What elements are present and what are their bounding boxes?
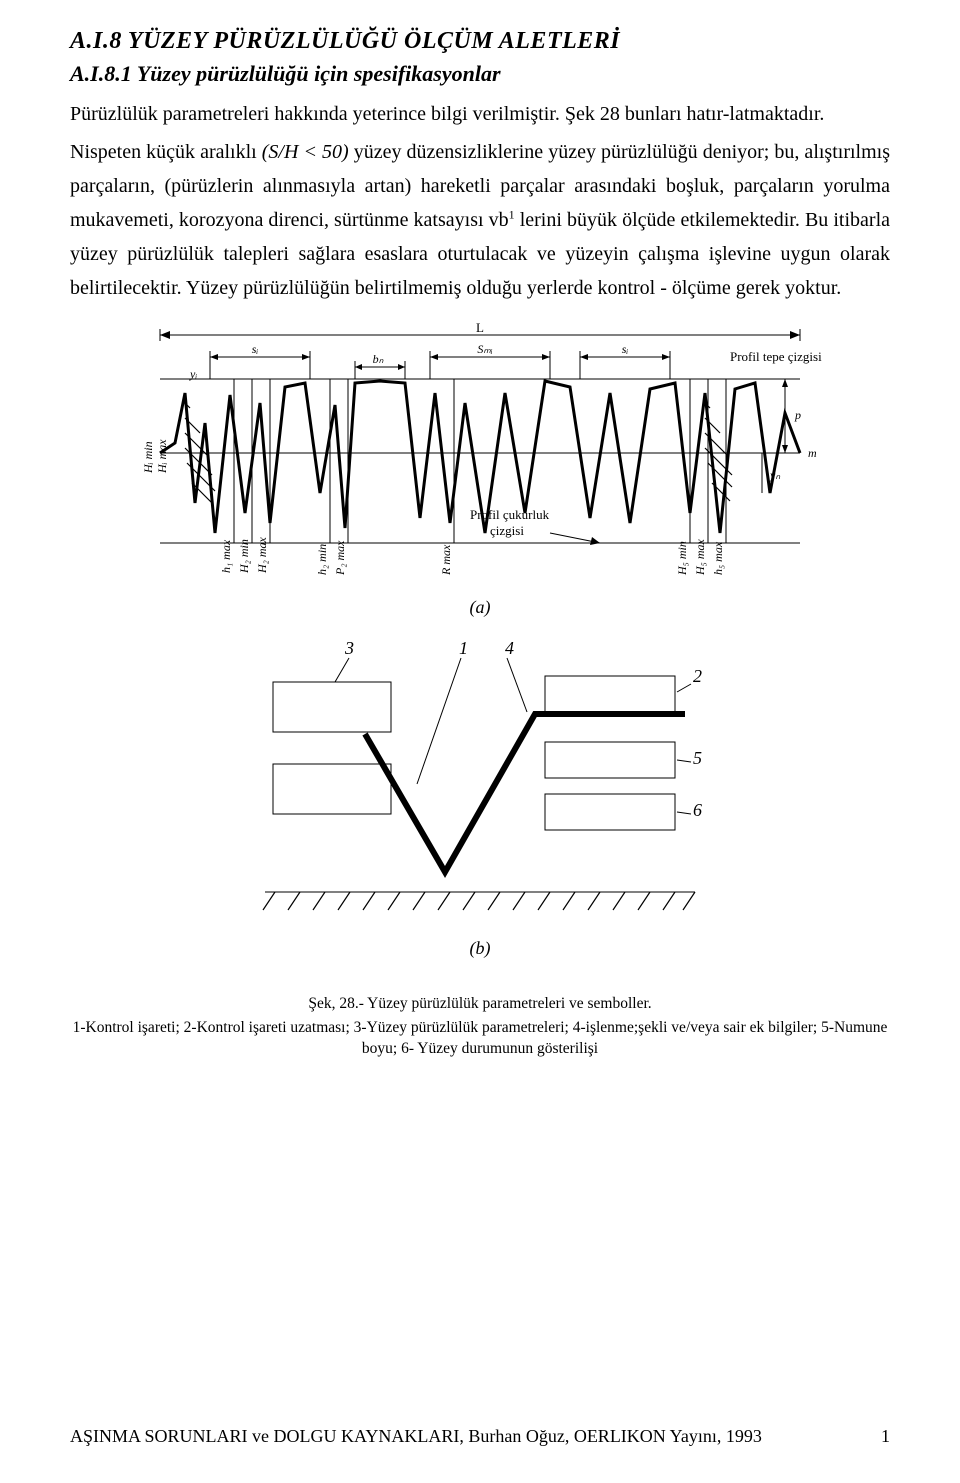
label-L: L	[476, 323, 484, 335]
paragraph-2: Nispeten küçük aralıklı (S/H < 50) yüzey…	[70, 135, 890, 305]
svg-text:h₂ min: h₂ min	[315, 544, 329, 575]
num-2: 2	[693, 666, 702, 686]
svg-text:H₅ min: H₅ min	[675, 541, 689, 576]
num-4: 4	[505, 638, 514, 658]
footer-text: AŞINMA SORUNLARI ve DOLGU KAYNAKLARI, Bu…	[70, 1426, 762, 1447]
figure-a-profile-diagram: L sᵢ bₙ Sₘᵢ sᵢ Profil tepe çizgisi m	[130, 323, 830, 583]
label-profil-cukur1: Profil çukurluk	[470, 507, 550, 522]
section-heading: A.I.8 YÜZEY PÜRÜZLÜLÜĞÜ ÖLÇÜM ALETLERİ	[70, 28, 890, 55]
svg-text:Hᵢ min: Hᵢ min	[141, 441, 155, 474]
num-5: 5	[693, 748, 702, 768]
svg-text:yᵢ: yᵢ	[189, 367, 197, 381]
svg-text:R max: R max	[439, 544, 453, 576]
label-smi: Sₘᵢ	[477, 342, 492, 356]
footer-page-number: 1	[881, 1426, 890, 1447]
p2-text-a: Nispeten küçük aralıklı	[70, 141, 262, 163]
figure-a-label: (a)	[470, 597, 491, 618]
svg-text:H₂ min: H₂ min	[237, 539, 251, 574]
figure-b-label: (b)	[470, 938, 491, 959]
label-m: m	[808, 446, 817, 460]
figure-b-symbol-diagram: 3 1 4 2 5 6	[245, 634, 715, 934]
paragraph-1: Pürüzlülük parametreleri hakkında yeteri…	[70, 97, 890, 131]
label-p: p	[794, 408, 801, 422]
svg-text:Hᵢ max: Hᵢ max	[155, 439, 169, 474]
label-profil-cukur2: çizgisi	[490, 523, 524, 538]
svg-text:h₁ max: h₁ max	[219, 539, 233, 573]
svg-text:P₂ max: P₂ max	[333, 540, 347, 576]
label-si-left: sᵢ	[252, 342, 259, 356]
subsection-heading: A.I.8.1 Yüzey pürüzlülüğü için spesifika…	[70, 61, 890, 87]
label-profil-tepe: Profil tepe çizgisi	[730, 349, 822, 364]
num-1: 1	[459, 638, 468, 658]
ground-hatch	[263, 892, 695, 910]
caption-title: Şek, 28.- Yüzey pürüzlülük parametreleri…	[70, 993, 890, 1015]
svg-text:H₅ max: H₅ max	[693, 538, 707, 576]
p2-formula: (S/H < 50)	[262, 141, 349, 163]
label-si-right: sᵢ	[622, 342, 629, 356]
page-footer: AŞINMA SORUNLARI ve DOLGU KAYNAKLARI, Bu…	[70, 1426, 890, 1447]
num-6: 6	[693, 800, 702, 820]
right-dim-labels: H₅ min H₅ max h₅ max	[675, 379, 726, 576]
caption-line1: 1-Kontrol işareti; 2-Kontrol işareti uza…	[70, 1017, 890, 1039]
caption-line2: boyu; 6- Yüzey durumunun gösterilişi	[70, 1038, 890, 1060]
svg-text:H₂ max: H₂ max	[255, 536, 269, 574]
label-bn: bₙ	[373, 352, 384, 366]
figure-caption: Şek, 28.- Yüzey pürüzlülük parametreleri…	[70, 993, 890, 1060]
num-3: 3	[344, 638, 354, 658]
svg-text:h₅ max: h₅ max	[711, 541, 725, 575]
figure-container: L sᵢ bₙ Sₘᵢ sᵢ Profil tepe çizgisi m	[70, 323, 890, 1060]
